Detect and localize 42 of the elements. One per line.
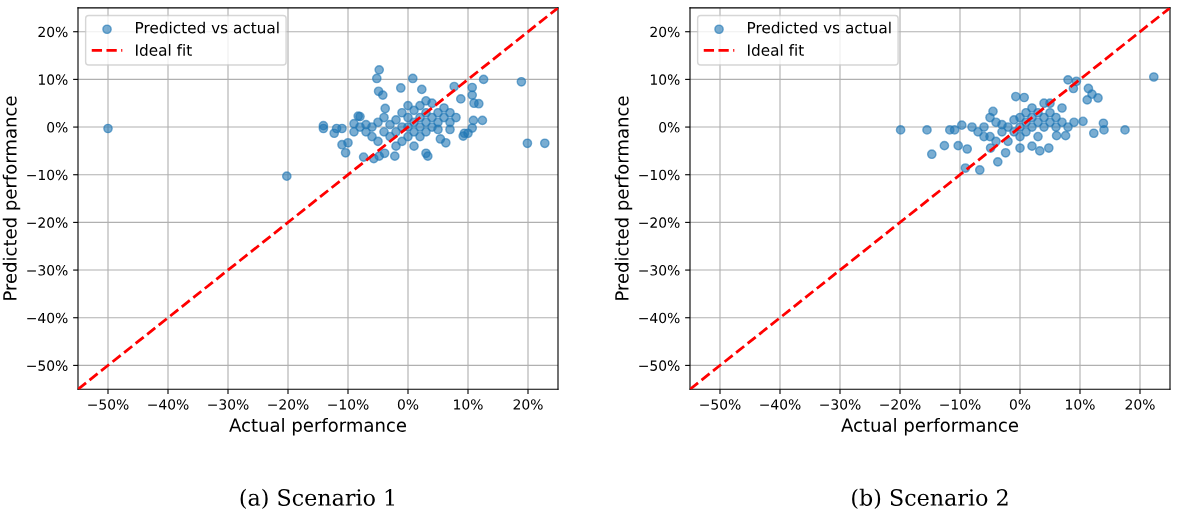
x-tick-label: 20% <box>513 399 543 410</box>
x-tick-label: −40% <box>760 399 801 410</box>
y-tick-label: −10% <box>639 169 680 181</box>
y-tick-label: 20% <box>38 26 68 38</box>
x-axis-title: Actual performance <box>841 417 1019 436</box>
x-tick-label: 10% <box>1066 399 1095 410</box>
legend-label: Ideal fit <box>136 44 192 56</box>
y-tick-label: −30% <box>639 265 680 276</box>
y-tick-label: 10% <box>650 74 680 85</box>
y-tick-label: −20% <box>27 217 68 228</box>
x-tick-label: 10% <box>454 399 483 410</box>
y-tick-label: −40% <box>27 312 68 324</box>
x-tick-label: 0% <box>397 399 419 410</box>
x-tick-label: 20% <box>1125 399 1155 410</box>
y-tick-label: 10% <box>38 74 68 85</box>
y-axis-title: Predicted performance <box>2 96 21 300</box>
y-tick-label: 0% <box>659 122 680 133</box>
x-tick-label: −30% <box>208 399 249 410</box>
x-tick-label: −20% <box>880 399 921 410</box>
x-tick-label: −50% <box>88 399 129 410</box>
y-tick-label: −50% <box>639 360 680 371</box>
x-tick-label: −40% <box>148 399 189 410</box>
x-axis-title: Actual performance <box>229 417 407 436</box>
x-tick-label: −20% <box>268 399 309 410</box>
x-tick-label: −50% <box>700 399 741 410</box>
x-tick-label: −10% <box>328 399 369 410</box>
legend-label: Predicted vs actual <box>748 21 891 34</box>
text: (a) Scenario 1 <box>240 488 395 510</box>
x-tick-label: −10% <box>940 399 981 410</box>
y-tick-label: −30% <box>27 265 68 276</box>
text: (b) Scenario 2 <box>852 488 1008 510</box>
y-tick-label: 20% <box>650 26 680 38</box>
y-tick-label: −20% <box>639 217 680 228</box>
x-tick-label: 0% <box>1009 399 1031 410</box>
y-axis-title: Predicted performance <box>614 96 633 300</box>
y-tick-label: 0% <box>47 122 68 133</box>
y-tick-label: −40% <box>639 312 680 324</box>
legend-label: Predicted vs actual <box>136 21 279 34</box>
y-tick-label: −10% <box>27 169 68 181</box>
x-tick-label: −30% <box>820 399 861 410</box>
legend-label: Ideal fit <box>748 44 804 56</box>
y-tick-label: −50% <box>27 360 68 371</box>
